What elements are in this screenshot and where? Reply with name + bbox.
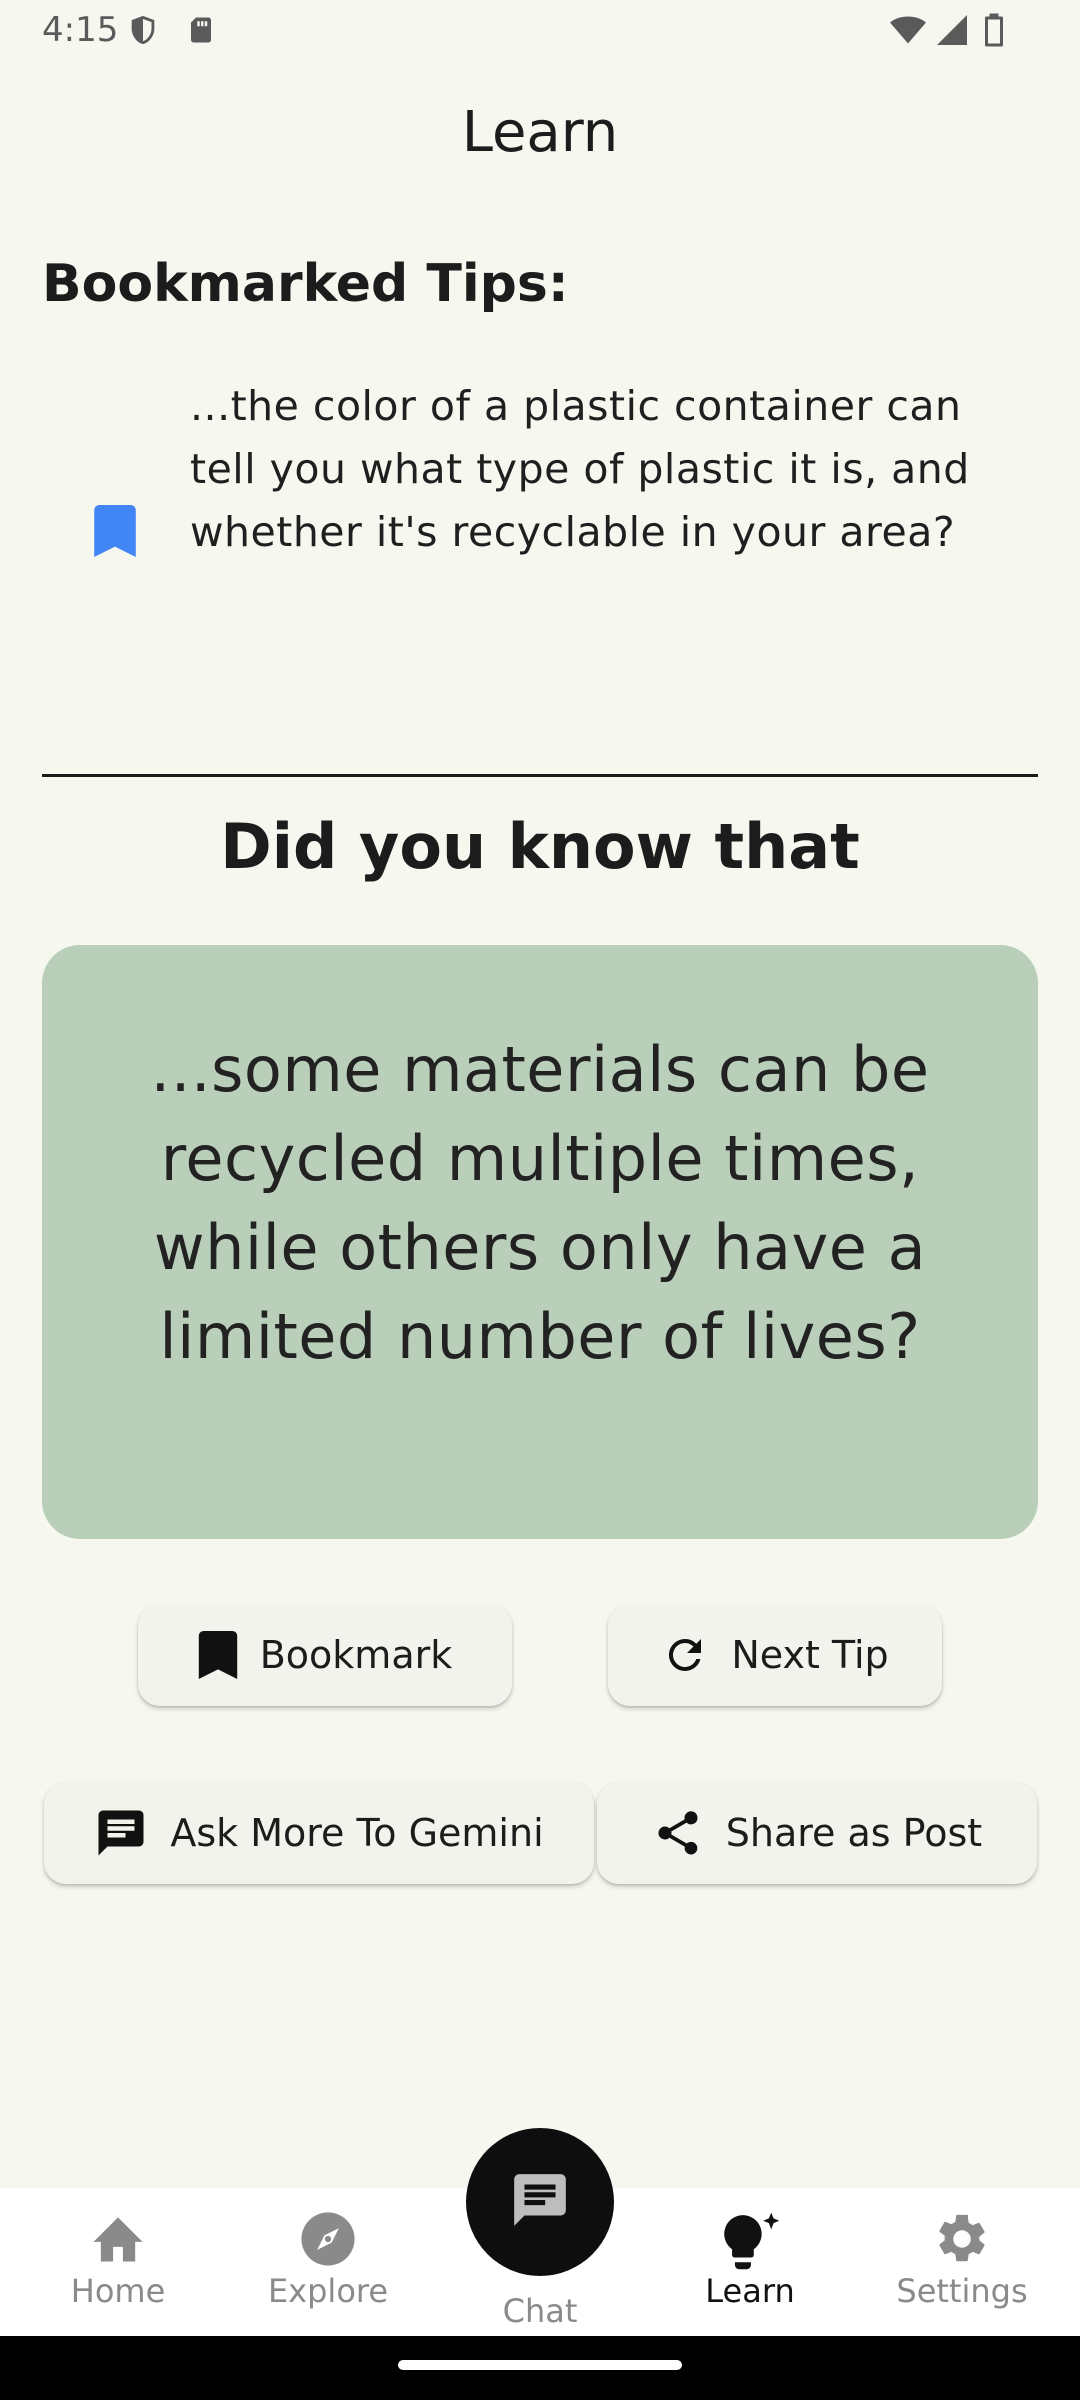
home-icon [88, 2210, 148, 2268]
signal-icon [934, 12, 970, 48]
share-icon [652, 1807, 704, 1859]
bookmark-button-label: Bookmark [259, 1633, 453, 1677]
did-you-know-heading: Did you know that [220, 810, 860, 883]
ask-gemini-button-label: Ask More To Gemini [170, 1811, 544, 1855]
share-post-button-label: Share as Post [725, 1811, 983, 1855]
section-divider [42, 774, 1038, 777]
next-tip-button-label: Next Tip [731, 1633, 889, 1677]
nav-item-learn[interactable]: Learn [650, 2188, 850, 2336]
nav-label-explore: Explore [267, 2272, 389, 2310]
nav-item-explore[interactable]: Explore [228, 2188, 428, 2336]
lightbulb-icon [717, 2210, 783, 2276]
chat-bubble-icon [94, 1806, 148, 1860]
gesture-handle[interactable] [398, 2360, 682, 2370]
page-title: Learn [461, 100, 619, 165]
bookmarked-tips-heading: Bookmarked Tips: [42, 254, 569, 314]
nav-label-chat[interactable]: Chat [502, 2292, 578, 2330]
bookmarked-tip-text: ...the color of a plastic container can … [190, 382, 970, 556]
battery-icon [982, 12, 1006, 48]
chat-icon [509, 2169, 571, 2235]
bookmarked-tip-item[interactable]: ...the color of a plastic container can … [42, 375, 1038, 635]
compass-icon [299, 2210, 357, 2272]
nav-label-home: Home [70, 2272, 166, 2310]
shield-icon [126, 12, 160, 48]
status-bar: 4:15 [0, 0, 1080, 60]
chat-fab-button[interactable] [466, 2128, 614, 2276]
tip-card: ...some materials can be recycled multip… [42, 945, 1038, 1539]
nav-label-learn: Learn [705, 2272, 795, 2310]
gear-icon [933, 2210, 991, 2272]
wifi-icon [888, 12, 928, 48]
tip-text: ...some materials can be recycled multip… [150, 1033, 930, 1373]
status-time: 4:15 [42, 10, 119, 50]
bookmark-icon [198, 1631, 238, 1679]
bookmark-button[interactable]: Bookmark [138, 1604, 512, 1706]
sd-card-icon [186, 12, 216, 48]
nav-item-home[interactable]: Home [18, 2188, 218, 2336]
bookmark-icon[interactable] [94, 505, 136, 561]
ask-gemini-button[interactable]: Ask More To Gemini [44, 1782, 594, 1884]
next-tip-button[interactable]: Next Tip [608, 1604, 942, 1706]
share-post-button[interactable]: Share as Post [597, 1782, 1037, 1884]
nav-label-settings: Settings [896, 2272, 1028, 2310]
refresh-icon [661, 1631, 709, 1679]
nav-item-settings[interactable]: Settings [862, 2188, 1062, 2336]
